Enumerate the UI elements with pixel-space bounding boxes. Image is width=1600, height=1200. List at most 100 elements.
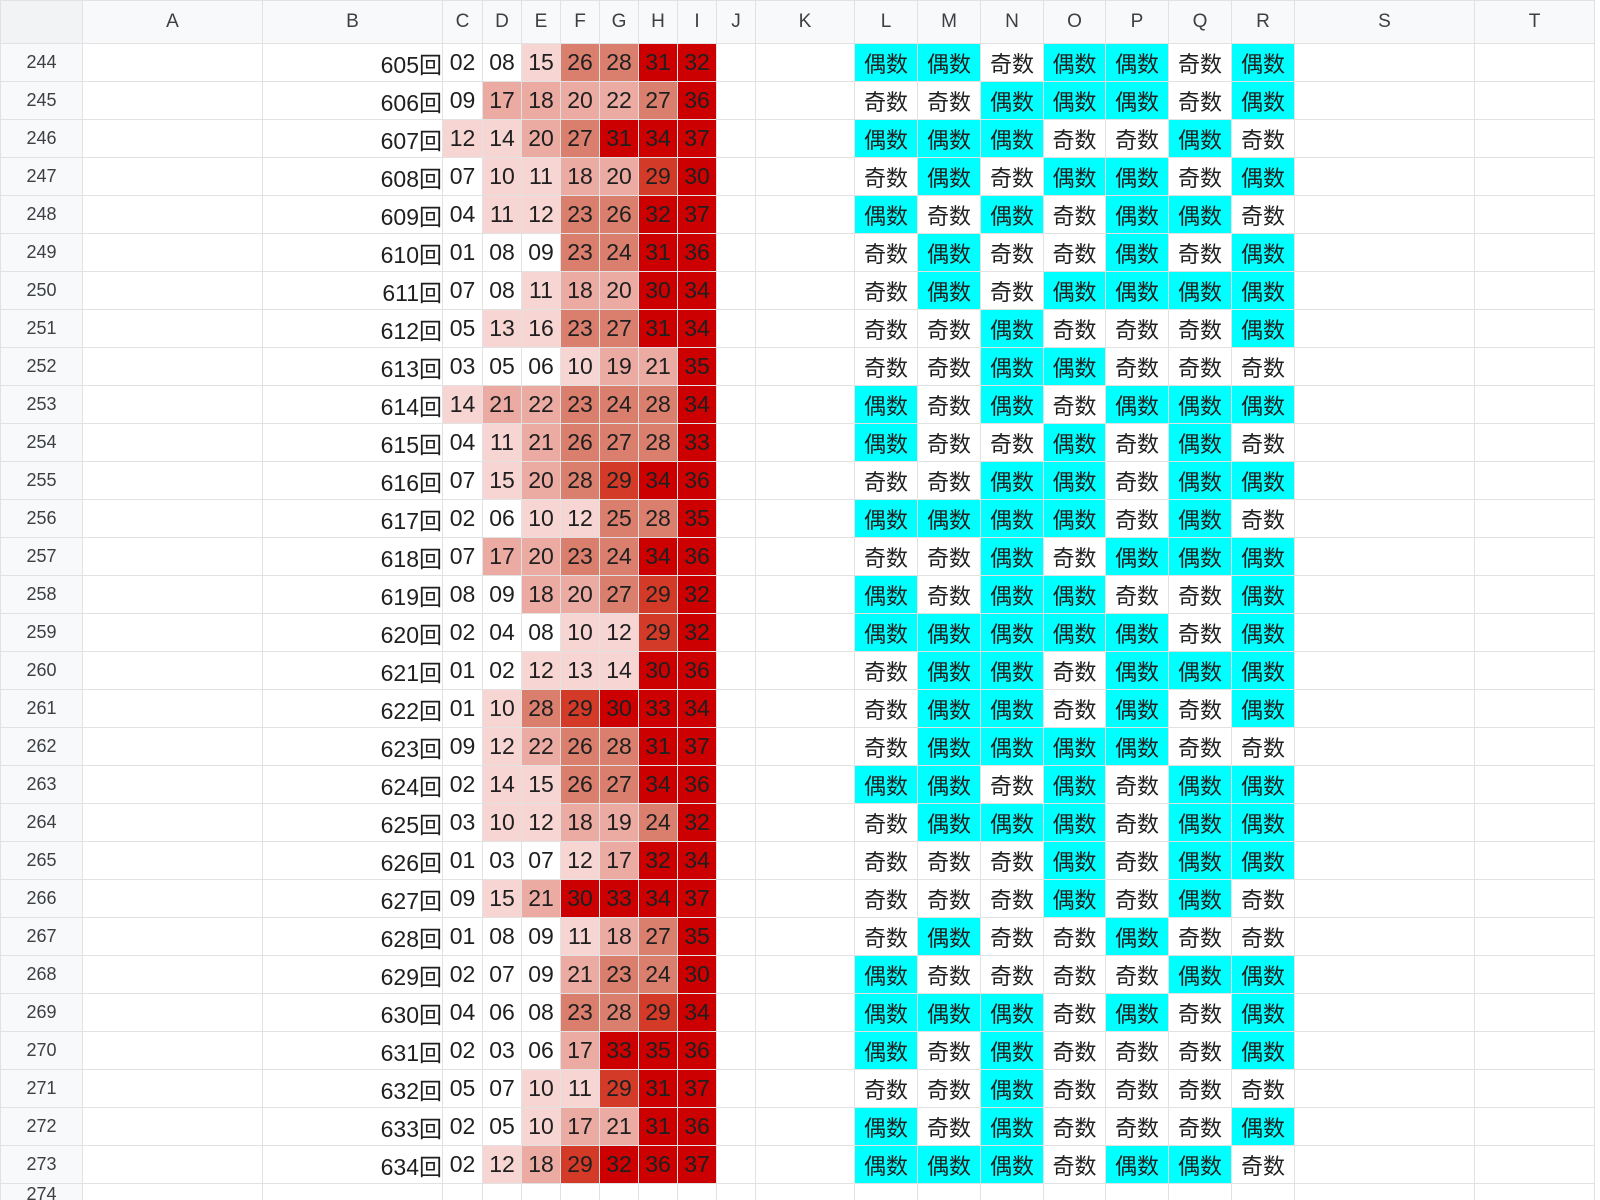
- parity-cell[interactable]: 奇数: [1168, 157, 1232, 196]
- cell-j[interactable]: [716, 461, 756, 500]
- parity-cell[interactable]: 偶数: [980, 119, 1044, 158]
- winning-number-cell[interactable]: 15: [482, 879, 522, 918]
- parity-cell[interactable]: 偶数: [1043, 347, 1106, 386]
- cell-t[interactable]: [1474, 499, 1595, 538]
- column-header-b[interactable]: B: [262, 0, 443, 44]
- column-header-h[interactable]: H: [638, 0, 678, 44]
- parity-cell[interactable]: 奇数: [1105, 1069, 1169, 1108]
- winning-number-cell[interactable]: 06: [482, 993, 522, 1032]
- cell-a[interactable]: [82, 537, 263, 576]
- cell-a[interactable]: [82, 575, 263, 614]
- winning-number-cell[interactable]: 31: [638, 1069, 678, 1108]
- column-header-o[interactable]: O: [1043, 0, 1106, 44]
- cell-j[interactable]: [716, 157, 756, 196]
- draw-number-cell[interactable]: 628回: [262, 917, 443, 956]
- cell-k[interactable]: [755, 803, 855, 842]
- parity-cell[interactable]: 偶数: [980, 81, 1044, 120]
- cell-a[interactable]: [82, 271, 263, 310]
- cell-k[interactable]: [755, 1145, 855, 1184]
- parity-cell[interactable]: 偶数: [1105, 1145, 1169, 1184]
- winning-number-cell[interactable]: 01: [442, 233, 483, 272]
- winning-number-cell[interactable]: 15: [521, 43, 561, 82]
- cell-t[interactable]: [1474, 537, 1595, 576]
- parity-cell[interactable]: 奇数: [1105, 955, 1169, 994]
- draw-number-cell[interactable]: 622回: [262, 689, 443, 728]
- parity-cell[interactable]: 偶数: [1231, 765, 1295, 804]
- parity-cell[interactable]: 偶数: [1105, 689, 1169, 728]
- cell-a[interactable]: [82, 651, 263, 690]
- winning-number-cell[interactable]: 33: [599, 1031, 639, 1070]
- winning-number-cell[interactable]: 02: [442, 955, 483, 994]
- cell-a[interactable]: [82, 43, 263, 82]
- winning-number-cell[interactable]: 12: [482, 727, 522, 766]
- parity-cell[interactable]: 奇数: [917, 309, 981, 348]
- parity-cell[interactable]: 偶数: [1168, 765, 1232, 804]
- cell-s[interactable]: [1294, 461, 1475, 500]
- winning-number-cell[interactable]: 27: [599, 765, 639, 804]
- parity-cell[interactable]: 偶数: [854, 765, 918, 804]
- cell-t[interactable]: [1474, 195, 1595, 234]
- cell-k[interactable]: [755, 271, 855, 310]
- winning-number-cell[interactable]: 33: [638, 689, 678, 728]
- parity-cell[interactable]: 奇数: [980, 955, 1044, 994]
- cell-t[interactable]: [1474, 1031, 1595, 1070]
- winning-number-cell[interactable]: 34: [677, 993, 717, 1032]
- cell-t[interactable]: [1474, 765, 1595, 804]
- cell-j[interactable]: [716, 1031, 756, 1070]
- winning-number-cell[interactable]: 31: [638, 43, 678, 82]
- parity-cell[interactable]: 奇数: [917, 81, 981, 120]
- cell-k[interactable]: [755, 461, 855, 500]
- parity-cell[interactable]: 偶数: [1043, 461, 1106, 500]
- cell-s[interactable]: [1294, 1069, 1475, 1108]
- winning-number-cell[interactable]: 25: [599, 499, 639, 538]
- winning-number-cell[interactable]: 19: [599, 347, 639, 386]
- winning-number-cell[interactable]: 02: [442, 43, 483, 82]
- winning-number-cell[interactable]: 34: [638, 461, 678, 500]
- winning-number-cell[interactable]: 22: [521, 385, 561, 424]
- winning-number-cell[interactable]: 32: [599, 1145, 639, 1184]
- cell-k[interactable]: [755, 689, 855, 728]
- winning-number-cell[interactable]: 24: [638, 803, 678, 842]
- parity-cell[interactable]: 奇数: [980, 157, 1044, 196]
- winning-number-cell[interactable]: 19: [599, 803, 639, 842]
- winning-number-cell[interactable]: 01: [442, 689, 483, 728]
- winning-number-cell[interactable]: 37: [677, 727, 717, 766]
- parity-cell[interactable]: 偶数: [1231, 157, 1295, 196]
- column-header-f[interactable]: F: [560, 0, 600, 44]
- parity-cell[interactable]: 偶数: [1231, 651, 1295, 690]
- parity-cell[interactable]: 偶数: [917, 613, 981, 652]
- winning-number-cell[interactable]: 30: [638, 651, 678, 690]
- cell-j[interactable]: [716, 423, 756, 462]
- cell-t[interactable]: [1474, 803, 1595, 842]
- empty-cell[interactable]: [442, 1183, 483, 1200]
- cell-j[interactable]: [716, 385, 756, 424]
- parity-cell[interactable]: 偶数: [1043, 613, 1106, 652]
- winning-number-cell[interactable]: 33: [677, 423, 717, 462]
- winning-number-cell[interactable]: 24: [599, 385, 639, 424]
- empty-cell[interactable]: [262, 1183, 443, 1200]
- winning-number-cell[interactable]: 05: [482, 1107, 522, 1146]
- cell-t[interactable]: [1474, 347, 1595, 386]
- column-header-s[interactable]: S: [1294, 0, 1475, 44]
- winning-number-cell[interactable]: 34: [677, 841, 717, 880]
- column-header-m[interactable]: M: [917, 0, 981, 44]
- winning-number-cell[interactable]: 22: [599, 81, 639, 120]
- empty-cell[interactable]: [755, 1183, 855, 1200]
- winning-number-cell[interactable]: 02: [442, 1145, 483, 1184]
- empty-cell[interactable]: [82, 1183, 263, 1200]
- winning-number-cell[interactable]: 14: [442, 385, 483, 424]
- winning-number-cell[interactable]: 32: [638, 841, 678, 880]
- empty-cell[interactable]: [716, 1183, 756, 1200]
- winning-number-cell[interactable]: 07: [442, 537, 483, 576]
- cell-s[interactable]: [1294, 955, 1475, 994]
- parity-cell[interactable]: 偶数: [1105, 537, 1169, 576]
- cell-s[interactable]: [1294, 613, 1475, 652]
- cell-k[interactable]: [755, 993, 855, 1032]
- cell-j[interactable]: [716, 1069, 756, 1108]
- winning-number-cell[interactable]: 11: [560, 1069, 600, 1108]
- parity-cell[interactable]: 偶数: [917, 689, 981, 728]
- winning-number-cell[interactable]: 34: [638, 119, 678, 158]
- parity-cell[interactable]: 偶数: [1168, 499, 1232, 538]
- cell-s[interactable]: [1294, 689, 1475, 728]
- cell-t[interactable]: [1474, 385, 1595, 424]
